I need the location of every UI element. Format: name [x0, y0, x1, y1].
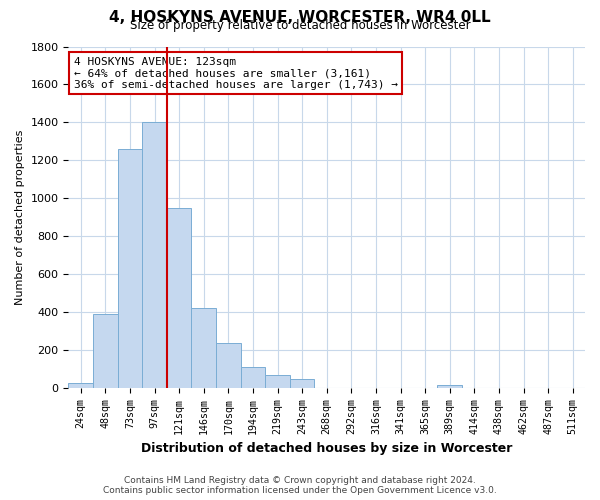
Bar [265, 375, 290, 388]
Bar [437, 385, 462, 388]
Bar [118, 149, 142, 388]
Bar [290, 379, 314, 388]
Text: Contains HM Land Registry data © Crown copyright and database right 2024.
Contai: Contains HM Land Registry data © Crown c… [103, 476, 497, 495]
Bar [167, 208, 191, 388]
Bar [142, 122, 167, 388]
Bar [68, 383, 93, 388]
X-axis label: Distribution of detached houses by size in Worcester: Distribution of detached houses by size … [141, 442, 512, 455]
Text: Size of property relative to detached houses in Worcester: Size of property relative to detached ho… [130, 19, 470, 32]
Text: 4, HOSKYNS AVENUE, WORCESTER, WR4 0LL: 4, HOSKYNS AVENUE, WORCESTER, WR4 0LL [109, 10, 491, 25]
Text: 4 HOSKYNS AVENUE: 123sqm
← 64% of detached houses are smaller (3,161)
36% of sem: 4 HOSKYNS AVENUE: 123sqm ← 64% of detach… [74, 56, 398, 90]
Bar [216, 344, 241, 388]
Y-axis label: Number of detached properties: Number of detached properties [15, 130, 25, 305]
Bar [191, 308, 216, 388]
Bar [241, 367, 265, 388]
Bar [93, 314, 118, 388]
